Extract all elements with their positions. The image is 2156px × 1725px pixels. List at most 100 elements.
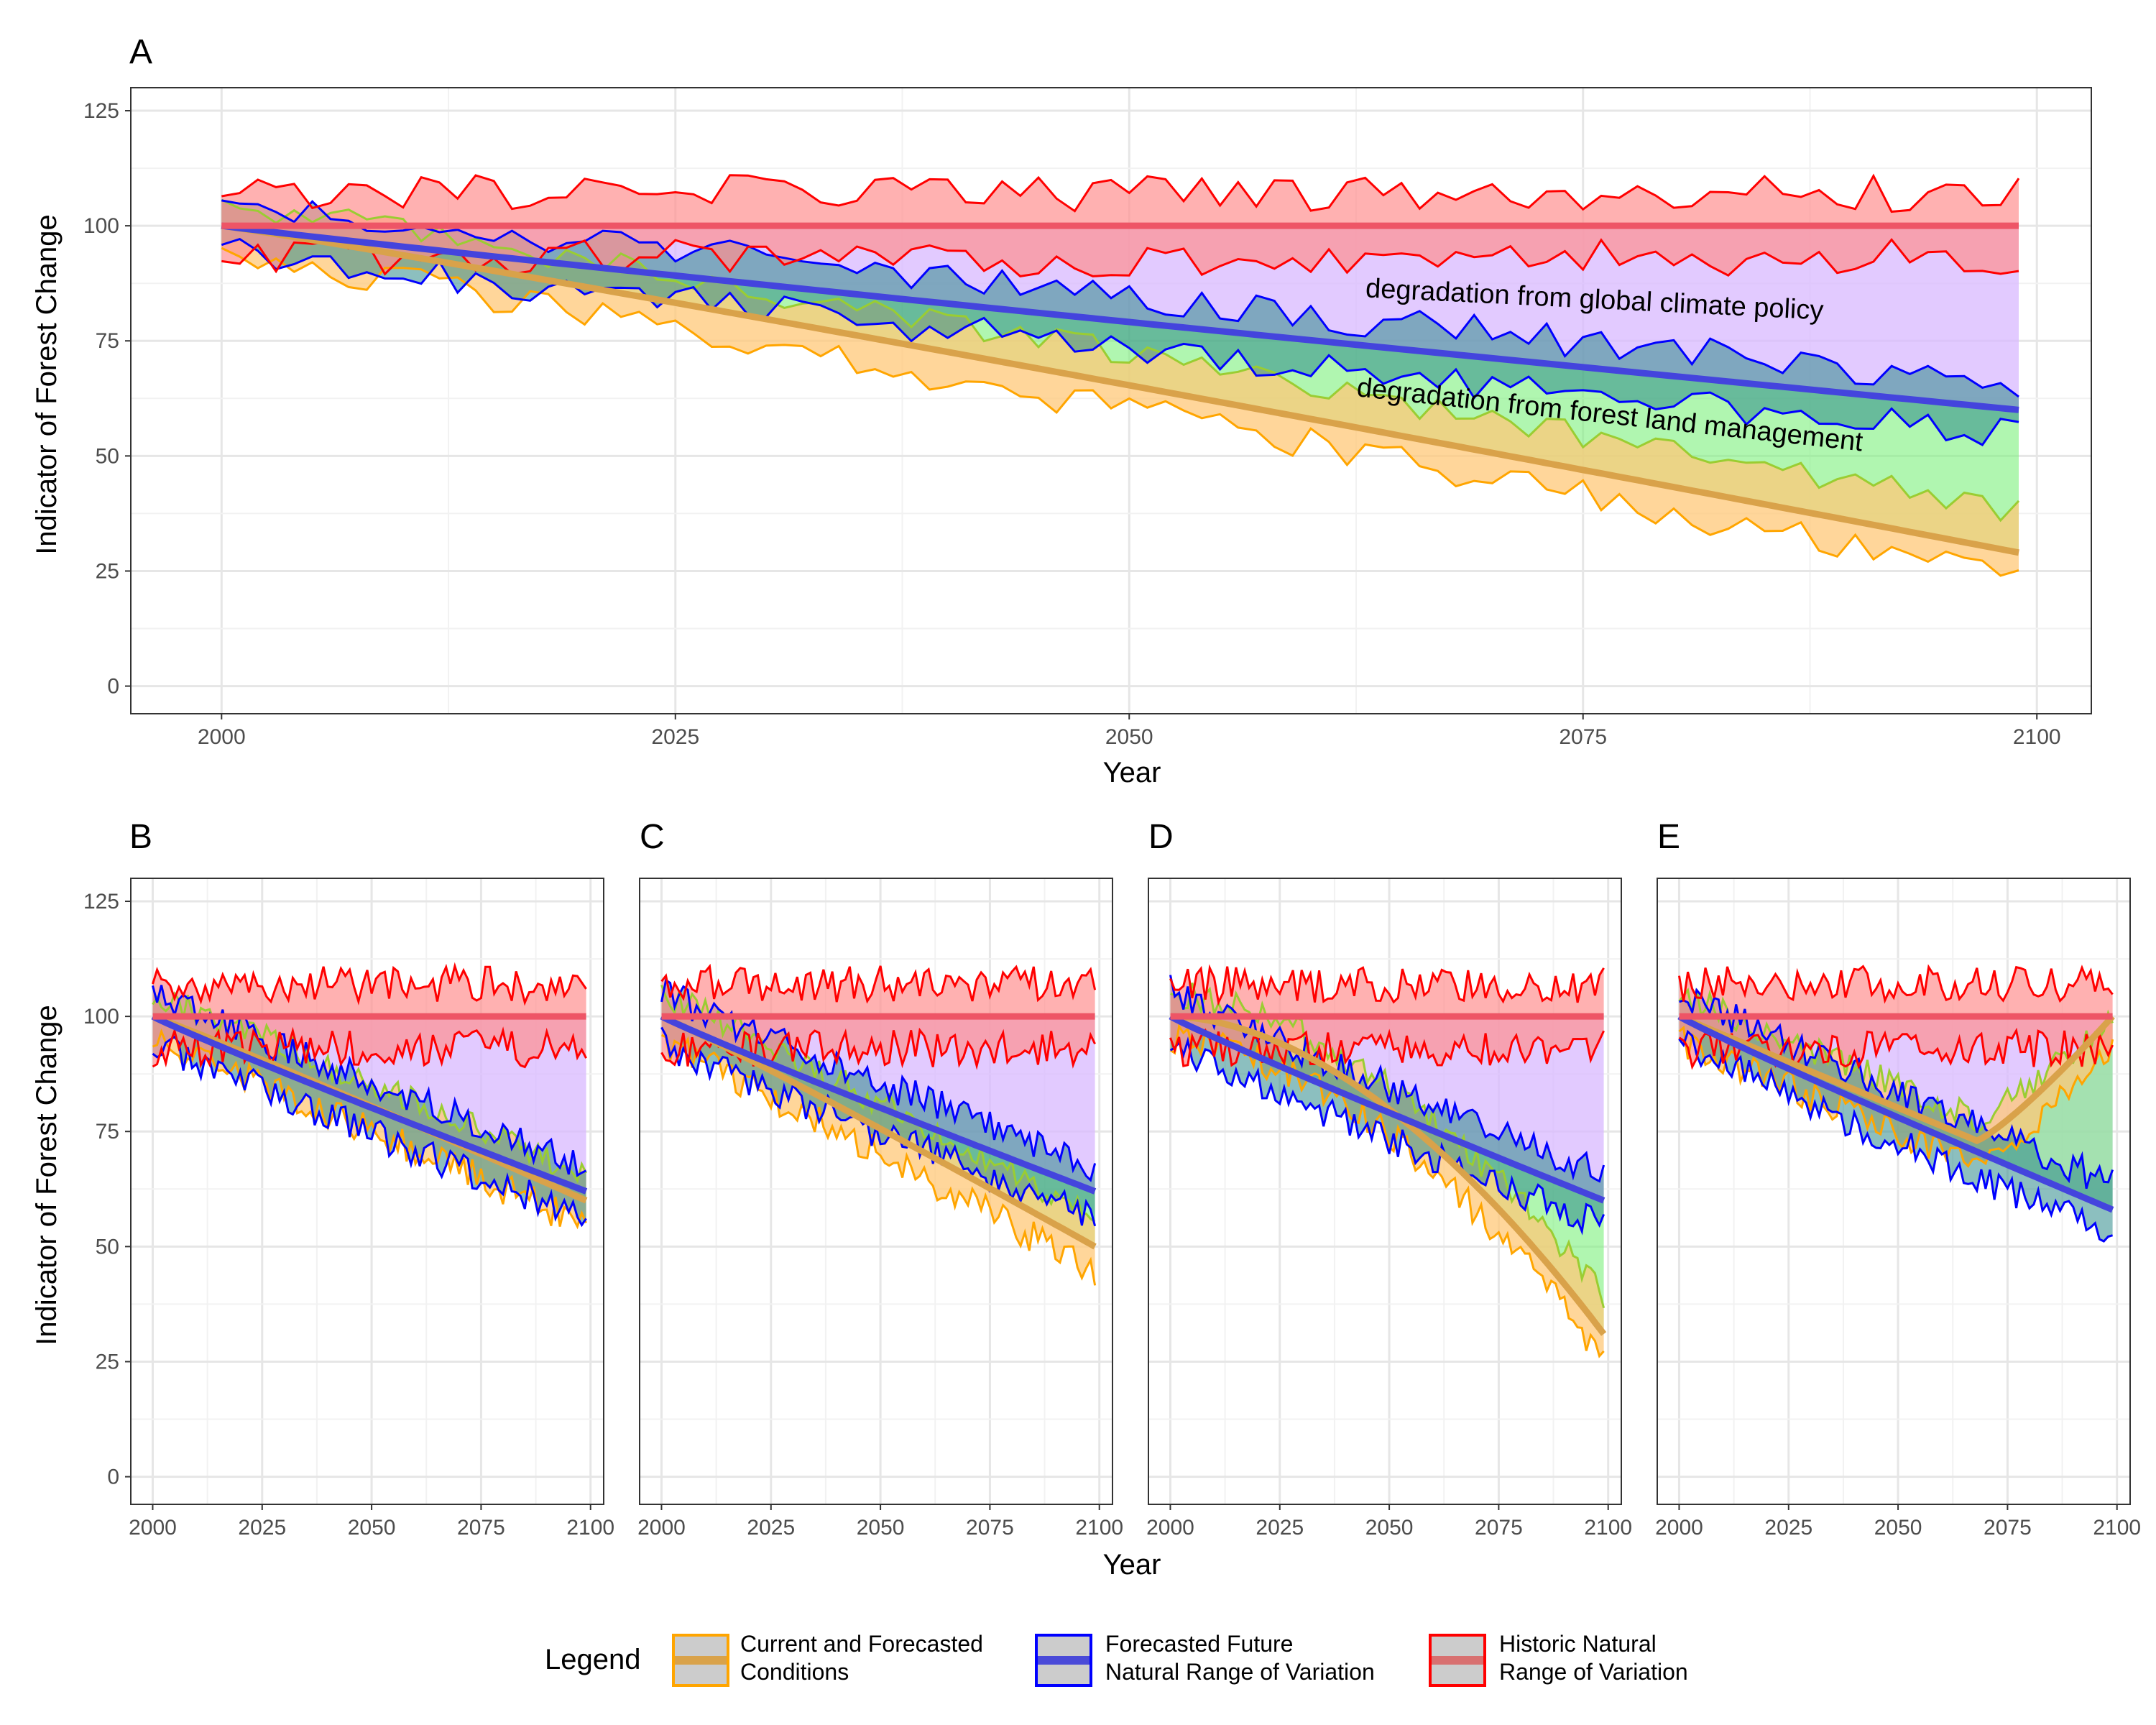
- x-tick-label: 2050: [348, 1516, 396, 1540]
- line-future-lower: [1678, 1029, 2114, 1243]
- data-layer: [1677, 964, 2115, 1243]
- line-future-lower: [1169, 1036, 1605, 1236]
- x-axis-title-top: Year: [1103, 757, 1161, 788]
- x-tick-label: 2050: [1365, 1516, 1414, 1540]
- legend-label-historic-2: Range of Variation: [1499, 1659, 1688, 1685]
- legend-item-future: Forecasted Future Natural Range of Varia…: [1035, 1631, 1375, 1687]
- x-tick-label: 2025: [747, 1516, 795, 1540]
- x-tick-label: 2025: [238, 1516, 286, 1540]
- line-future-upper: [152, 985, 587, 1177]
- panel-D: D 2000 2025 2050 2075 2100: [1146, 818, 1632, 1540]
- line-future-lower: [221, 237, 2019, 446]
- panel-letter-A: A: [129, 33, 152, 71]
- line-current-mean: [221, 222, 2019, 556]
- data-layer: [151, 962, 588, 1230]
- plot-border: [639, 878, 1113, 1505]
- panel-letter-E: E: [1657, 818, 1680, 856]
- legend-label-future-1: Forecasted Future: [1105, 1631, 1293, 1657]
- legend-key-future-line: [1038, 1656, 1089, 1665]
- y-tick-label: 125: [83, 890, 119, 914]
- line-future-mean: [151, 1013, 588, 1195]
- line-historic-upper: [1678, 964, 2114, 1004]
- x-tick-label: 2100: [2093, 1516, 2141, 1540]
- line-current-lower: [221, 247, 2019, 577]
- y-axis-title-top: Indicator of Forest Change: [31, 214, 63, 555]
- x-tick-label: 2100: [1584, 1516, 1632, 1540]
- x-tick-label: 2025: [1764, 1516, 1812, 1540]
- y-tick-label: 0: [107, 1466, 119, 1489]
- x-tick-label: 2000: [637, 1516, 686, 1540]
- y-tick-label: 75: [96, 329, 119, 353]
- x-tick-label: 2075: [1475, 1516, 1523, 1540]
- x-tick-label: 2025: [651, 725, 699, 749]
- legend-label-future-2: Natural Range of Variation: [1105, 1659, 1375, 1685]
- legend-label-current-2: Conditions: [740, 1659, 849, 1685]
- x-tick-label: 2075: [1559, 725, 1607, 749]
- legend-title: Legend: [545, 1644, 640, 1675]
- x-tick-label: 2100: [1075, 1516, 1123, 1540]
- line-current-upper: [221, 198, 2020, 523]
- plot-border: [130, 878, 604, 1505]
- y-tick-label: 25: [96, 1350, 119, 1374]
- legend-item-historic: Historic Natural Range of Variation: [1429, 1631, 1688, 1687]
- data-layer: [221, 173, 2020, 577]
- line-future-mean: [660, 1013, 1097, 1195]
- panel-E: E 2000 2025 2050 2075 2100: [1655, 818, 2141, 1540]
- x-axis-title-bottom: Year: [1103, 1549, 1161, 1581]
- y-tick-label: 0: [107, 675, 119, 699]
- line-historic-upper: [660, 963, 1097, 1004]
- line-future-mean: [1169, 1013, 1606, 1204]
- panel-C: C 2000 2025 2050 2075 2100: [637, 818, 1123, 1540]
- line-current-upper: [1170, 983, 1606, 1309]
- x-tick-label: 2050: [1105, 725, 1153, 749]
- plot-border: [1657, 878, 2131, 1505]
- x-tick-label: 2100: [566, 1516, 614, 1540]
- line-current-mean: [1170, 1013, 1607, 1336]
- line-future-upper: [221, 199, 2019, 398]
- legend-key-historic-line: [1432, 1656, 1483, 1665]
- data-layer: [660, 963, 1097, 1286]
- panel-letter-B: B: [129, 818, 152, 856]
- line-current-lower: [660, 1034, 1097, 1286]
- x-tick-label: 2075: [1984, 1516, 2032, 1540]
- y-tick-label: 75: [96, 1120, 119, 1144]
- line-historic-upper: [1169, 964, 1605, 1006]
- x-tick-label: 2075: [457, 1516, 505, 1540]
- y-tick-label: 50: [96, 1235, 119, 1259]
- x-tick-label: 2075: [966, 1516, 1014, 1540]
- x-tick-label: 2000: [1655, 1516, 1703, 1540]
- plot-border: [130, 87, 2092, 714]
- line-future-upper: [660, 978, 1097, 1182]
- line-historic-lower: [1678, 1027, 2114, 1070]
- x-tick-label: 2025: [1256, 1516, 1304, 1540]
- panel-letter-C: C: [640, 818, 665, 856]
- y-tick-label: 125: [83, 99, 119, 123]
- line-future-lower: [660, 1026, 1097, 1227]
- line-current-upper: [1678, 988, 2114, 1133]
- x-tick-label: 2000: [129, 1516, 177, 1540]
- legend-label-current-1: Current and Forecasted: [740, 1631, 983, 1657]
- legend-key-current-line: [675, 1656, 727, 1665]
- line-current-mean: [1677, 1013, 2115, 1145]
- line-future-mean: [1677, 1013, 2114, 1213]
- y-tick-label: 100: [83, 1005, 119, 1029]
- line-historic-upper: [152, 962, 587, 1006]
- panel-B: B 2000 2025 2050 2075 2100 0 25 50 75 100 125: [83, 818, 614, 1540]
- legend: Legend Current and Forecasted Conditions…: [545, 1631, 1688, 1687]
- plot-border: [1148, 878, 1622, 1505]
- y-tick-label: 50: [96, 444, 119, 468]
- y-tick-label: 25: [96, 559, 119, 583]
- line-historic-upper: [221, 173, 2020, 213]
- line-current-lower: [1678, 1025, 2114, 1169]
- x-tick-label: 2050: [1874, 1516, 1922, 1540]
- line-future-mean: [221, 222, 2019, 413]
- x-tick-label: 2000: [1146, 1516, 1194, 1540]
- line-future-upper: [1679, 988, 2114, 1190]
- panel-letter-D: D: [1148, 818, 1174, 856]
- x-tick-label: 2050: [857, 1516, 905, 1540]
- line-future-lower: [152, 1035, 587, 1228]
- line-current-lower: [152, 1028, 587, 1230]
